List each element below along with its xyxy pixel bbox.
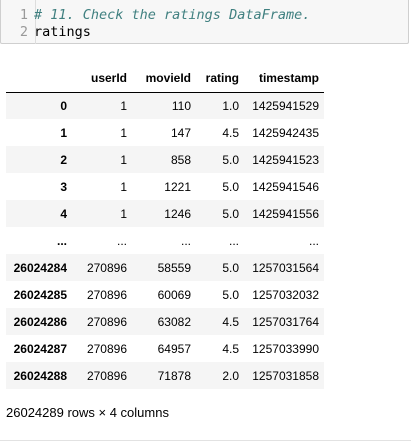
table-cell: 1425941523 bbox=[252, 152, 319, 167]
table-cell: 1 bbox=[120, 206, 127, 221]
table-cell: 1246 bbox=[164, 206, 191, 221]
code-line[interactable]: 1 # 11. Check the ratings DataFrame. bbox=[1, 6, 310, 24]
row-index: 26024288 bbox=[13, 368, 67, 383]
row-index: 1 bbox=[60, 125, 67, 140]
table-cell: 5.0 bbox=[222, 260, 239, 275]
table-cell: 1257032032 bbox=[252, 287, 319, 302]
table-cell: 270896 bbox=[86, 287, 127, 302]
table-cell: 71878 bbox=[157, 368, 191, 383]
table-row: 4 1 1246 5.0 1425941556 bbox=[6, 200, 324, 227]
table-row: 0 1 110 1.0 1425941529 bbox=[6, 92, 324, 119]
cell-divider bbox=[0, 440, 411, 441]
table-cell: 4.5 bbox=[222, 314, 239, 329]
row-index: 26024287 bbox=[13, 341, 67, 356]
index-header bbox=[6, 64, 72, 93]
table-cell: 5.0 bbox=[222, 206, 239, 221]
table-cell: 1425941546 bbox=[252, 179, 319, 194]
table-row: 26024288 270896 71878 2.0 1257031858 bbox=[6, 362, 324, 389]
table-cell: 1 bbox=[120, 125, 127, 140]
table-cell: 110 bbox=[171, 98, 191, 113]
table-cell: 858 bbox=[170, 152, 191, 167]
column-header: movieId bbox=[132, 64, 196, 93]
table-cell: 270896 bbox=[86, 314, 127, 329]
table-row: 2 1 858 5.0 1425941523 bbox=[6, 146, 324, 173]
row-index: 26024286 bbox=[13, 314, 67, 329]
table-cell: 270896 bbox=[86, 368, 127, 383]
table-row: 26024287 270896 64957 4.5 1257033990 bbox=[6, 335, 324, 362]
table-cell: 2.0 bbox=[222, 368, 239, 383]
table-cell: 270896 bbox=[86, 260, 127, 275]
column-header: timestamp bbox=[244, 64, 324, 93]
line-number: 2 bbox=[19, 24, 28, 40]
table-cell: 1425942435 bbox=[252, 125, 319, 140]
row-index: 4 bbox=[60, 206, 67, 221]
table-header-row: userId movieId rating timestamp bbox=[6, 64, 324, 93]
table-cell: 1 bbox=[120, 179, 127, 194]
column-header: rating bbox=[196, 64, 244, 93]
line-number-gutter bbox=[35, 0, 36, 44]
line-number: 1 bbox=[19, 7, 28, 23]
table-cell: 5.0 bbox=[222, 152, 239, 167]
table-cell: 63082 bbox=[157, 314, 191, 329]
table-cell: 5.0 bbox=[222, 179, 239, 194]
table-cell: 4.5 bbox=[222, 125, 239, 140]
code-line[interactable]: 2 ratings bbox=[1, 23, 91, 41]
table-row: 26024284 270896 58559 5.0 1257031564 bbox=[6, 254, 324, 281]
table-cell: 1257031564 bbox=[252, 260, 319, 275]
code-comment: # 11. Check the ratings DataFrame. bbox=[34, 7, 311, 23]
table-cell: 60069 bbox=[157, 287, 191, 302]
row-index: 3 bbox=[60, 179, 67, 194]
row-index: 26024284 bbox=[13, 260, 67, 275]
row-index: 26024285 bbox=[13, 287, 67, 302]
table-cell: 58559 bbox=[157, 260, 191, 275]
table-cell: 1425941529 bbox=[252, 98, 319, 113]
table-cell: 270896 bbox=[86, 341, 127, 356]
dataframe-shape-summary: 26024289 rows × 4 columns bbox=[6, 405, 169, 420]
table-cell: 1 bbox=[120, 152, 127, 167]
code-cell[interactable]: 1 # 11. Check the ratings DataFrame. 2 rat… bbox=[0, 0, 409, 44]
table-row-ellipsis: ... ... ... ... ... bbox=[6, 227, 324, 254]
table-row: 26024285 270896 60069 5.0 1257032032 bbox=[6, 281, 324, 308]
table-cell: 1257033990 bbox=[252, 341, 319, 356]
table-cell: 5.0 bbox=[222, 287, 239, 302]
table-cell: ... bbox=[180, 233, 191, 248]
dataframe-output: userId movieId rating timestamp 0 1 110 … bbox=[6, 64, 324, 389]
table-cell: 4.5 bbox=[222, 341, 239, 356]
table-row: 26024286 270896 63082 4.5 1257031764 bbox=[6, 308, 324, 335]
code-text: ratings bbox=[34, 24, 91, 40]
table-row: 1 1 147 4.5 1425942435 bbox=[6, 119, 324, 146]
table-cell: 1 bbox=[120, 98, 127, 113]
table-cell: 1257031764 bbox=[252, 314, 319, 329]
table-cell: ... bbox=[116, 233, 127, 248]
row-index: 0 bbox=[60, 98, 67, 113]
table-cell: 1257031858 bbox=[252, 368, 319, 383]
row-index: 2 bbox=[60, 152, 67, 167]
row-index: ... bbox=[56, 233, 67, 248]
table-cell: 1.0 bbox=[222, 98, 239, 113]
table-cell: 1425941556 bbox=[252, 206, 319, 221]
dataframe-table: userId movieId rating timestamp 0 1 110 … bbox=[6, 64, 324, 389]
table-cell: 64957 bbox=[157, 341, 191, 356]
table-cell: 1221 bbox=[164, 179, 191, 194]
table-cell: 147 bbox=[170, 125, 191, 140]
table-cell: ... bbox=[308, 233, 319, 248]
column-header: userId bbox=[72, 64, 132, 93]
table-cell: ... bbox=[228, 233, 239, 248]
table-row: 3 1 1221 5.0 1425941546 bbox=[6, 173, 324, 200]
